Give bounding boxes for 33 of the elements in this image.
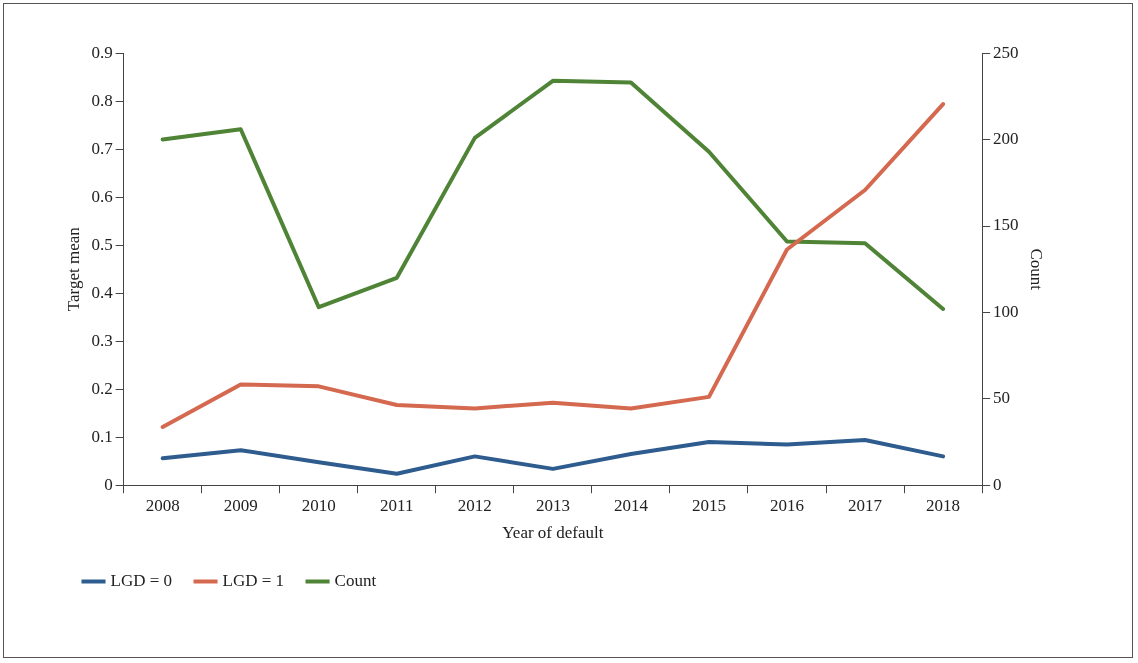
y2-tick-label: 150 bbox=[993, 215, 1019, 235]
y-tick-label: 0.9 bbox=[91, 42, 113, 62]
y-tick-label: 0.3 bbox=[91, 330, 113, 350]
x-tick-label: 2016 bbox=[770, 495, 804, 515]
y-tick-label: 0.4 bbox=[91, 282, 114, 302]
x-tick-label: 2017 bbox=[848, 495, 883, 515]
y-tick-label: 0.7 bbox=[91, 138, 114, 158]
y2-tick-label: 250 bbox=[993, 42, 1019, 62]
x-axis-title: Year of default bbox=[502, 523, 604, 543]
x-tick-label: 2015 bbox=[691, 495, 726, 515]
legend-label: Count bbox=[334, 570, 377, 590]
x-tick-label: 2014 bbox=[613, 495, 649, 515]
x-tick-label: 2010 bbox=[301, 495, 336, 515]
legend-label: LGD = 1 bbox=[222, 570, 285, 590]
y-tick-label: 0.1 bbox=[91, 426, 113, 446]
x-tick-label: 2012 bbox=[457, 495, 492, 515]
legend-label: LGD = 0 bbox=[110, 570, 173, 590]
y2-tick-label: 0 bbox=[993, 474, 1002, 494]
x-tick-label: 2013 bbox=[535, 495, 570, 515]
x-tick-label: 2011 bbox=[380, 495, 414, 515]
x-tick-label: 2008 bbox=[145, 495, 180, 515]
y2-tick-label: 50 bbox=[993, 388, 1011, 408]
y2-tick-label: 100 bbox=[993, 301, 1019, 321]
y-axis-title: Target mean bbox=[63, 226, 83, 312]
y-tick-label: 0.5 bbox=[91, 234, 113, 254]
y2-axis-title: Count bbox=[1027, 248, 1047, 291]
y-tick-label: 0.8 bbox=[91, 90, 113, 110]
y-tick-label: 0 bbox=[104, 474, 113, 494]
y2-tick-label: 200 bbox=[993, 129, 1019, 149]
x-tick-label: 2009 bbox=[223, 495, 258, 515]
y-tick-label: 0.6 bbox=[91, 186, 113, 206]
x-tick-label: 2018 bbox=[926, 495, 961, 515]
y-tick-label: 0.2 bbox=[91, 378, 113, 398]
